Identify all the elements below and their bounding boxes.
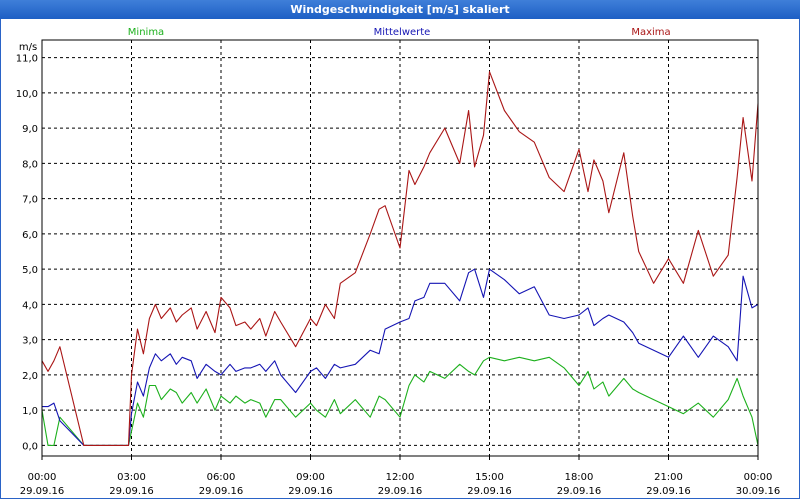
- plot-area: [41, 39, 759, 457]
- x-tick-date: 30.09.16: [736, 486, 781, 497]
- x-tick-time: 18:00: [565, 472, 594, 483]
- window-title: Windgeschwindigkeit [m/s] skaliert: [0, 0, 800, 19]
- x-tick-time: 06:00: [207, 472, 236, 483]
- y-tick-label: 6,0: [22, 230, 38, 241]
- x-tick-time: 12:00: [386, 472, 415, 483]
- y-tick-label: 1,0: [22, 406, 38, 417]
- x-tick-date: 29.09.16: [288, 486, 333, 497]
- x-tick-time: 00:00: [744, 472, 773, 483]
- axes: 0,0 1,0 2,0 3,0 4,0 5,0 6,0 7,0 8,0 9,0 10,0 11,0 00…: [16, 39, 781, 497]
- legend-maxima: Maxima: [631, 27, 670, 38]
- series-minima-line: [41, 356, 759, 446]
- x-tick-time: 15:00: [475, 472, 504, 483]
- y-unit-label: m/s: [19, 42, 37, 53]
- y-tick-label: 2,0: [22, 371, 38, 382]
- x-tick-date: 29.09.16: [20, 486, 65, 497]
- y-tick-label: 5,0: [22, 265, 38, 276]
- x-tick-date: 29.09.16: [378, 486, 423, 497]
- x-tick-date: 29.09.16: [646, 486, 691, 497]
- y-tick-label: 11,0: [16, 54, 38, 65]
- legend-minima: Minima: [128, 27, 164, 38]
- x-tick-date: 29.09.16: [199, 486, 244, 497]
- series-maxima-line: [41, 71, 759, 446]
- y-tick-label: 9,0: [22, 124, 38, 135]
- x-tick-time: 09:00: [296, 472, 325, 483]
- y-tick-label: 8,0: [22, 159, 38, 170]
- x-tick-time: 00:00: [28, 472, 57, 483]
- x-tick-date: 29.09.16: [557, 486, 602, 497]
- x-tick-date: 29.09.16: [467, 486, 512, 497]
- series-lines: [41, 71, 759, 446]
- y-tick-label: 0,0: [22, 441, 38, 452]
- y-tick-label: 3,0: [22, 336, 38, 347]
- legend-mittelwerte: Mittelwerte: [374, 27, 431, 38]
- y-tick-label: 4,0: [22, 300, 38, 311]
- grid-lines: [42, 40, 758, 456]
- x-tick-date: 29.09.16: [109, 486, 154, 497]
- y-tick-label: 10,0: [16, 89, 38, 100]
- x-tick-time: 21:00: [654, 472, 683, 483]
- y-tick-label: 7,0: [22, 195, 38, 206]
- series-mittelwerte-line: [42, 268, 759, 446]
- x-tick-time: 03:00: [117, 472, 146, 483]
